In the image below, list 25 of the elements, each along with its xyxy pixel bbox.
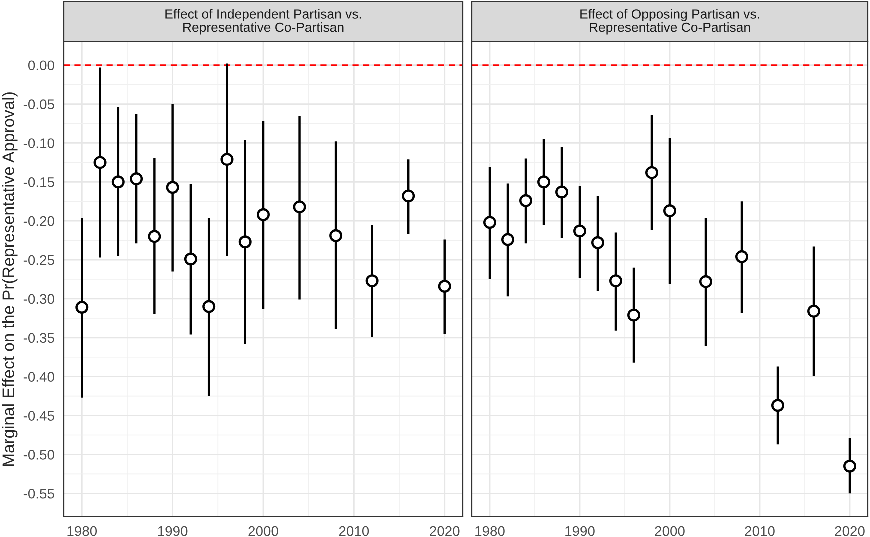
y-tick-label: -0.30 <box>24 294 54 304</box>
y-tick-label: -0.10 <box>24 138 54 148</box>
x-tick-label: 2000 <box>655 526 685 536</box>
chart-title: Effect of Opposing Partisan vs. Representative Co-Partisan <box>580 9 760 35</box>
y-tick-label: -0.20 <box>24 216 54 226</box>
x-tick-label: 2010 <box>339 526 370 536</box>
x-tick-label: 2000 <box>248 526 278 536</box>
y-tick-label: -0.45 <box>24 411 54 421</box>
y-tick-label: -0.55 <box>24 488 54 499</box>
x-tick-label: 2020 <box>430 526 460 536</box>
x-tick-label: 2020 <box>835 526 865 536</box>
y-tick-label: -0.35 <box>24 333 54 344</box>
y-tick-label: 0.00 <box>28 60 54 71</box>
x-tick-label: 2010 <box>745 526 775 536</box>
y-tick-label: -0.05 <box>24 100 54 110</box>
y-tick-label: -0.15 <box>24 178 54 188</box>
x-tick-label: 1980 <box>476 526 505 536</box>
x-tick-label: 1990 <box>158 526 188 536</box>
chart-title: Effect of Independent Partisan vs. Representative Co-Partisan <box>166 9 362 35</box>
y-tick-label: -0.40 <box>24 372 54 382</box>
y-axis-title: Marginal Effect on the Pr(Representative Approval) <box>2 92 18 466</box>
y-tick-label: -0.25 <box>24 255 54 266</box>
x-tick-label: 1990 <box>566 526 595 536</box>
x-tick-label: 1980 <box>68 526 98 536</box>
y-tick-label: -0.50 <box>24 450 54 460</box>
